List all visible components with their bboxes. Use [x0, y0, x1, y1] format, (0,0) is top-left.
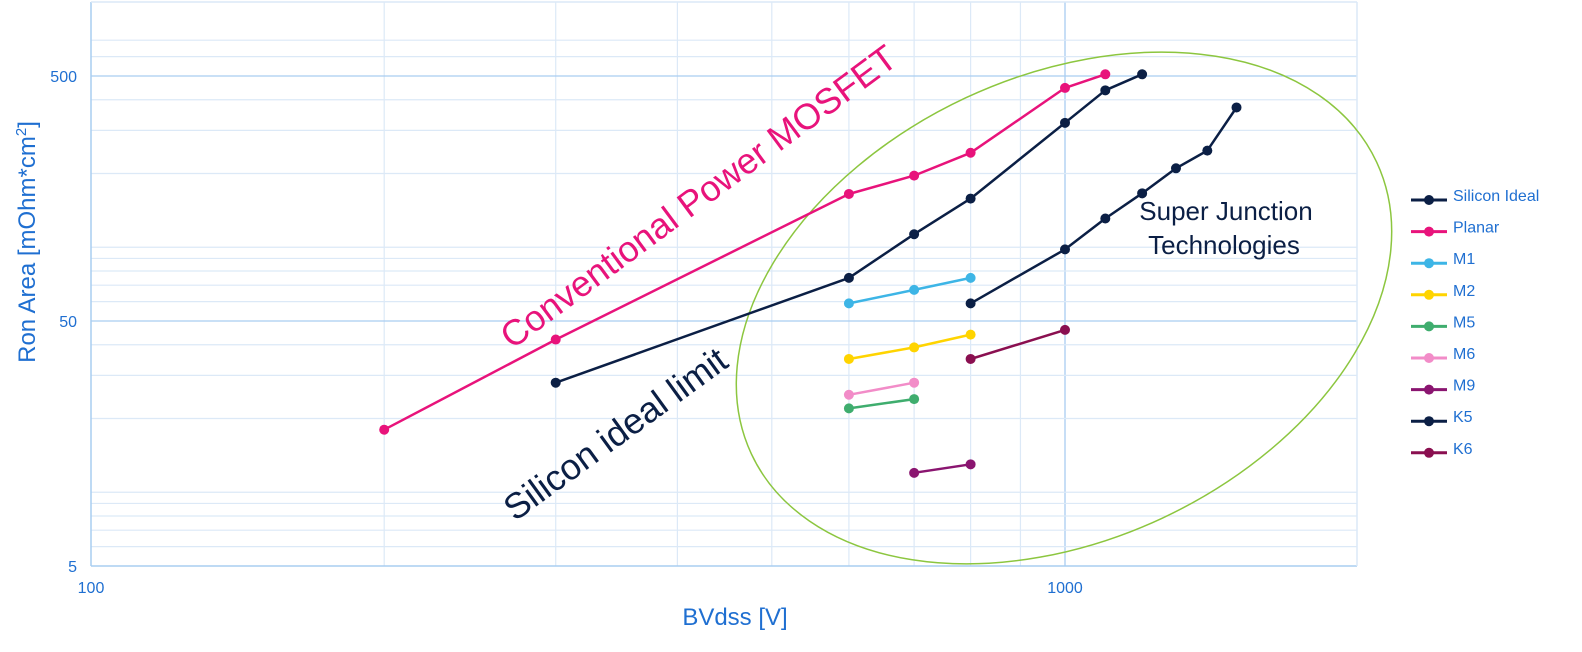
series-k5 — [965, 102, 1242, 309]
legend-label: M6 — [1453, 346, 1475, 363]
legend-swatch-marker — [1424, 258, 1434, 269]
legend-label: K5 — [1453, 409, 1473, 426]
data-point-k5 — [1060, 244, 1070, 255]
legend-item-m5: M5 — [1411, 314, 1475, 332]
annotation-super-junction-line2: Technologies — [1148, 230, 1300, 260]
data-point-m2 — [909, 342, 920, 353]
data-point-m5 — [909, 394, 920, 405]
data-point-silicon-ideal — [843, 272, 854, 283]
y-axis-title-main: Ron Area [mOhm*cm — [14, 136, 41, 363]
series-k6 — [965, 324, 1070, 364]
x-tick-label: 100 — [78, 580, 105, 597]
data-point-silicon-ideal — [550, 377, 561, 388]
y-tick-label: 500 — [50, 69, 77, 86]
data-point-m2 — [843, 353, 854, 364]
x-tick-label: 1000 — [1047, 580, 1083, 597]
series-line-k6 — [970, 328, 1066, 361]
data-point-silicon-ideal — [1137, 69, 1148, 80]
series-line-planar — [383, 73, 1106, 431]
legend-item-m6: M6 — [1411, 346, 1475, 363]
data-point-planar — [909, 170, 920, 181]
legend-item-k5: K5 — [1411, 409, 1473, 427]
legend-label: M5 — [1453, 314, 1475, 331]
super-junction-ellipse — [735, 51, 1393, 565]
data-point-planar — [550, 334, 561, 345]
legend-item-k6: K6 — [1411, 441, 1473, 458]
legend-label: M2 — [1453, 283, 1475, 300]
data-point-k5 — [965, 298, 976, 309]
axes — [90, 1, 1358, 567]
data-point-silicon-ideal — [909, 229, 920, 240]
x-axis-title: BVdss [V] — [682, 604, 787, 631]
series-line-m9 — [913, 463, 971, 475]
legend-label: M9 — [1453, 378, 1475, 395]
data-point-k6 — [965, 353, 976, 364]
legend-swatch-marker — [1424, 289, 1434, 300]
legend: Silicon Ideal Planar M1 M2 M5 M6 M9 K5 K6 — [1411, 188, 1539, 458]
series-group — [379, 69, 1242, 478]
y-tick-label: 5 — [68, 559, 77, 576]
legend-item-silicon-ideal: Silicon Ideal — [1411, 188, 1539, 205]
series-m2 — [843, 329, 976, 364]
series-m6 — [843, 377, 920, 400]
grid — [91, 2, 1357, 566]
data-point-planar — [1060, 82, 1070, 93]
legend-item-m2: M2 — [1411, 283, 1475, 300]
series-silicon-ideal — [550, 69, 1148, 388]
data-point-planar — [1100, 69, 1111, 80]
tick-labels: 100 1000 5 50 500 — [50, 69, 1083, 597]
series-m1 — [843, 272, 976, 309]
legend-label: M1 — [1453, 251, 1475, 268]
data-point-planar — [965, 147, 976, 158]
data-point-k5 — [1170, 163, 1181, 174]
data-point-silicon-ideal — [1060, 117, 1070, 128]
annotation-silicon-ideal-limit: Silicon ideal limit — [496, 339, 735, 529]
y-axis-title-end: ] — [14, 121, 41, 128]
data-point-k5 — [1231, 102, 1242, 113]
data-point-m1 — [909, 284, 920, 295]
legend-swatch-marker — [1424, 447, 1434, 458]
data-point-planar — [379, 424, 390, 435]
data-point-m5 — [843, 403, 854, 414]
legend-swatch-marker — [1424, 226, 1434, 237]
series-line-m5 — [848, 397, 915, 410]
legend-swatch-marker — [1424, 353, 1434, 363]
legend-label: Silicon Ideal — [1453, 188, 1539, 205]
y-tick-label: 50 — [59, 314, 77, 331]
data-point-m2 — [965, 329, 976, 340]
y-axis-title-sup: 2 — [13, 128, 30, 136]
data-point-planar — [843, 188, 854, 199]
data-point-m1 — [965, 272, 976, 283]
legend-swatch-marker — [1424, 384, 1434, 395]
data-point-m6 — [909, 377, 920, 388]
legend-item-m1: M1 — [1411, 251, 1475, 269]
data-point-m9 — [965, 459, 976, 470]
series-line-m6 — [848, 381, 915, 397]
data-point-k5 — [1100, 213, 1111, 224]
data-point-k5 — [1202, 145, 1213, 156]
data-point-k5 — [1137, 188, 1148, 199]
data-point-silicon-ideal — [965, 193, 976, 204]
series-m5 — [843, 394, 920, 414]
data-point-m9 — [909, 467, 920, 478]
data-point-k6 — [1060, 324, 1070, 335]
legend-label: Planar — [1453, 220, 1500, 237]
y-axis-title: Ron Area [mOhm*cm2] — [13, 121, 41, 363]
legend-label: K6 — [1453, 441, 1473, 458]
legend-item-planar: Planar — [1411, 220, 1500, 237]
legend-swatch-marker — [1424, 416, 1434, 427]
legend-swatch-marker — [1424, 195, 1434, 205]
series-planar — [379, 69, 1111, 435]
data-point-m6 — [843, 389, 854, 400]
legend-swatch-marker — [1424, 321, 1434, 332]
data-point-m1 — [843, 298, 854, 309]
series-m9 — [909, 459, 976, 478]
annotation-super-junction-line1: Super Junction — [1139, 196, 1312, 226]
legend-item-m9: M9 — [1411, 378, 1475, 395]
data-point-silicon-ideal — [1100, 85, 1111, 96]
